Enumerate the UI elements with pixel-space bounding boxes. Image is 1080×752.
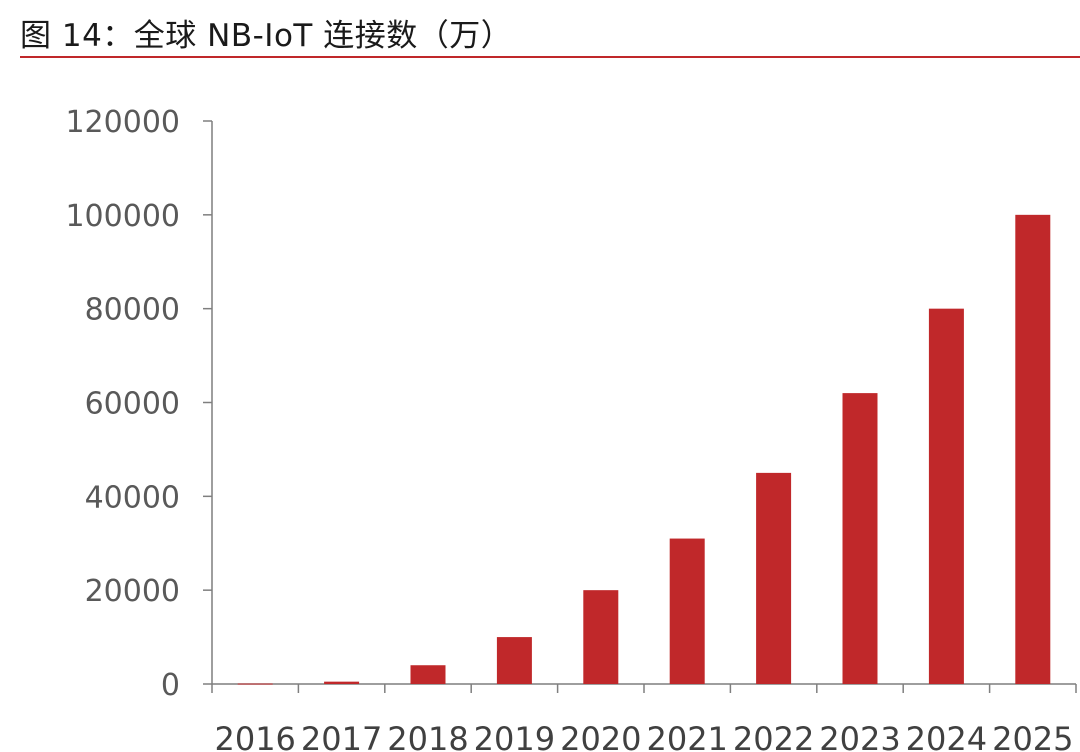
y-tick-label: 60000: [85, 387, 180, 422]
y-axis: 0 20000 40000 60000 80000 100000 120000: [65, 105, 213, 703]
bar-2017: [324, 681, 360, 684]
bar-series: [237, 214, 1051, 685]
chart-title: 图 14：全球 NB-IoT 连接数（万）: [20, 18, 513, 54]
x-tick-label: 2018: [387, 720, 468, 752]
bar-2021: [669, 538, 705, 684]
x-tick-label: 2016: [214, 720, 295, 752]
bar-2020: [583, 590, 619, 684]
x-tick-label: 2022: [733, 720, 814, 752]
y-tick-label: 0: [161, 668, 180, 703]
y-tick-label: 80000: [85, 293, 180, 328]
x-tick-label: 2017: [301, 720, 382, 752]
y-tick-label: 20000: [85, 574, 180, 609]
x-tick-label: 2025: [992, 720, 1073, 752]
bar-2025: [1015, 214, 1051, 685]
x-tick-label: 2023: [819, 720, 900, 752]
x-tick-label: 2019: [474, 720, 555, 752]
bar-2018: [410, 665, 446, 684]
title-divider: [20, 56, 1080, 58]
x-tick-label: 2021: [646, 720, 727, 752]
y-tick-label: 100000: [65, 199, 180, 234]
y-tick-label: 120000: [65, 105, 180, 140]
bar-2016: [237, 683, 273, 685]
bar-2023: [842, 393, 878, 684]
x-tick-label: 2020: [560, 720, 641, 752]
x-tick-label: 2024: [906, 720, 987, 752]
bar-2022: [756, 472, 792, 684]
x-axis: 2016 2017 2018 2019 2020 2021 2022 2023 2024 2025: [211, 683, 1077, 752]
chart-header: 图 14：全球 NB-IoT 连接数（万）: [0, 0, 1080, 60]
y-tick-label: 40000: [85, 480, 180, 515]
bar-2019: [496, 637, 532, 684]
bar-2024: [928, 308, 964, 684]
